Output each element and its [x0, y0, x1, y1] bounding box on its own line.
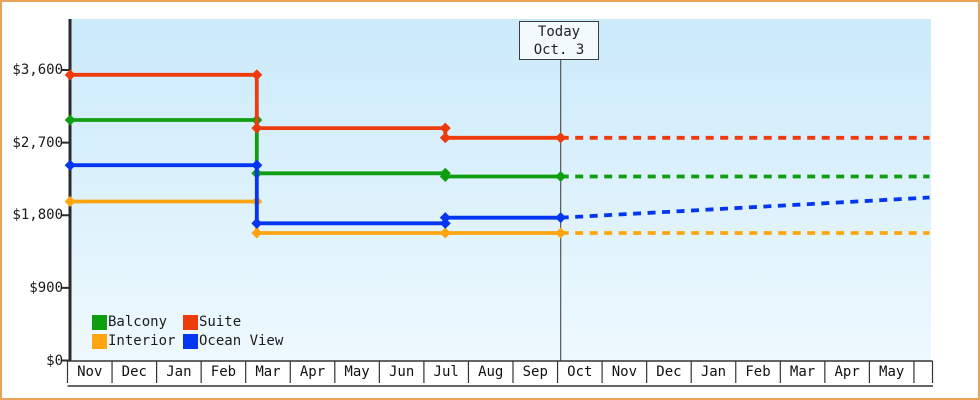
interior-data-point-marker [64, 196, 76, 208]
today-label: Today [537, 23, 581, 40]
month-label: Jun [388, 364, 415, 380]
month-label: Feb [745, 364, 771, 380]
interior-data-point-marker [439, 227, 451, 239]
legend-item-ocean_view: Ocean View [183, 333, 283, 349]
ocean_view-data-point-marker [64, 159, 76, 171]
suite-legend-swatch-icon [183, 314, 198, 330]
month-label: Jan [700, 364, 727, 380]
legend-item-interior: Interior [92, 333, 175, 349]
suite-data-point-marker [251, 69, 263, 81]
month-label: Jan [166, 364, 192, 380]
y-axis-label: $2,700 [12, 134, 63, 151]
interior-data-point-marker [251, 227, 263, 239]
interior-data-point-marker [555, 227, 567, 239]
month-label: Aug [478, 364, 504, 380]
ocean_view-legend-swatch-icon [183, 333, 198, 349]
legend-label: Interior [108, 333, 176, 349]
series-ocean_view [64, 159, 930, 229]
today-box: Today Oct. 3 [519, 21, 599, 60]
plot-background [71, 19, 931, 361]
month-label: Mar [255, 364, 281, 380]
ocean_view-solid-line [70, 163, 561, 226]
month-label: Dec [656, 364, 682, 380]
suite-data-point-marker [64, 69, 76, 81]
today-date: Oct. 3 [533, 41, 585, 58]
suite-data-point-marker [555, 132, 567, 144]
legend-label: Ocean View [199, 333, 284, 349]
balcony-legend-swatch-icon [92, 314, 107, 330]
month-label: Sep [522, 364, 548, 380]
balcony-data-point-marker [439, 171, 451, 183]
y-axis-label: $0 [46, 352, 63, 369]
ocean_view-data-point-marker [439, 212, 451, 224]
series-suite [64, 69, 930, 144]
suite-solid-line [70, 72, 561, 140]
ocean_view-data-point-marker [251, 159, 263, 171]
y-axis-label: $1,800 [12, 207, 63, 224]
suite-data-point-marker [251, 122, 263, 134]
legend-item-suite: Suite [183, 314, 241, 330]
month-label: Jul [433, 364, 459, 380]
interior-legend-swatch-icon [92, 333, 107, 349]
suite-data-point-marker [439, 132, 451, 144]
y-axis-label: $900 [29, 279, 63, 296]
y-axis-label: $3,600 [12, 62, 63, 78]
month-label: Dec [121, 364, 147, 380]
month-label: May [879, 364, 905, 380]
legend-label: Balcony [108, 314, 168, 330]
month-label: Mar [789, 364, 816, 380]
ocean_view-data-point-marker [555, 212, 567, 224]
ocean_view-projected-line [560, 195, 930, 220]
month-label: Nov [77, 364, 103, 380]
month-label: Apr [834, 364, 860, 380]
month-label: May [344, 364, 370, 380]
month-label: Nov [611, 364, 638, 380]
balcony-solid-line [70, 118, 561, 179]
balcony-data-point-marker [555, 171, 567, 183]
suite-data-point-marker [439, 122, 451, 134]
ocean_view-data-point-marker [251, 217, 263, 229]
month-label: Oct [567, 364, 593, 380]
legend-label: Suite [199, 314, 242, 330]
month-label: Feb [210, 364, 237, 380]
ocean_view-data-point-marker [439, 217, 451, 229]
month-label: Apr [299, 364, 326, 380]
series-balcony [64, 114, 930, 183]
legend-item-balcony: Balcony [92, 314, 167, 330]
balcony-data-point-marker [64, 114, 76, 126]
